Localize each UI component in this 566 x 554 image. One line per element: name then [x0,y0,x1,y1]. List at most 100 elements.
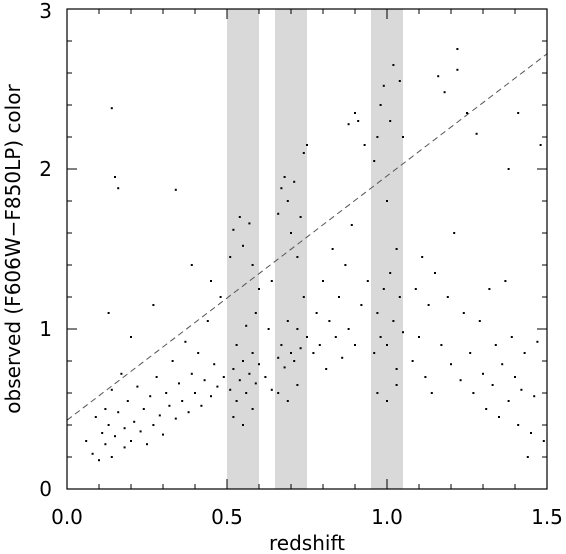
data-point [107,312,110,314]
data-point [286,200,289,202]
data-point [533,395,536,398]
data-point [181,400,184,402]
data-point [210,280,212,282]
data-point [299,216,302,218]
data-point [251,352,254,354]
data-point [286,320,289,322]
data-point [491,384,494,386]
data-point [360,304,363,306]
data-point [434,272,436,274]
y-tick-label: 0 [39,477,52,501]
data-point [216,385,219,388]
data-point [104,443,107,446]
data-point [347,328,350,330]
data-point [536,340,539,343]
data-point [504,280,507,282]
data-point [354,344,356,346]
data-point [306,144,308,146]
data-point [258,363,260,366]
data-point [347,123,350,126]
data-point [456,68,459,71]
data-point [110,388,113,391]
y-tick-label: 1 [39,317,52,341]
data-point [165,392,168,394]
data-point [293,180,296,183]
data-point [526,456,529,458]
data-point [328,320,331,322]
data-point [466,112,468,114]
data-point [322,280,324,282]
data-point [488,288,491,290]
data-point [232,368,235,370]
data-point [232,416,235,418]
data-points [85,48,545,462]
data-point [382,84,385,87]
x-tick-label: 0.5 [211,505,243,529]
data-point [146,443,148,446]
data-point [373,160,376,162]
data-point [459,379,462,382]
data-point [443,91,446,94]
data-point [517,112,520,114]
plot-frame [66,8,548,490]
data-point [142,408,145,410]
data-point [277,392,280,394]
data-point [222,376,225,378]
data-point [152,424,155,426]
data-point [296,256,299,258]
data-point [440,344,443,346]
data-point [235,400,238,402]
data-point [277,356,280,359]
data-point [232,228,235,231]
data-point [485,408,488,410]
data-point [456,48,459,50]
data-point [376,136,379,138]
data-point [392,64,395,66]
data-point [229,388,232,391]
data-point [418,336,420,338]
data-point [126,400,129,402]
data-point [517,424,520,426]
x-axis-title: redshift [269,531,345,554]
y-axis-title: observed (F606W−F850LP) color [1,84,25,414]
data-point [501,363,504,366]
data-point [254,382,257,385]
data-point [184,340,187,343]
data-point [123,446,126,449]
data-point [478,320,481,322]
data-point [350,224,353,226]
x-tick-label: 1.5 [531,505,563,529]
data-point [251,264,254,266]
data-point [238,216,241,218]
data-point [469,352,472,354]
data-point [104,408,107,410]
data-point [379,104,382,106]
data-point [94,416,97,418]
data-point [421,256,424,258]
data-point [254,312,257,314]
data-point [264,376,267,378]
y-tick-label: 2 [39,157,52,181]
data-point [542,440,545,442]
data-point [162,433,164,436]
data-point [130,440,132,442]
data-point [318,344,321,346]
data-point [366,280,369,282]
data-point [386,344,388,346]
data-point [158,414,161,417]
data-point [379,336,382,338]
data-point [258,288,260,290]
data-point [117,187,120,190]
data-point [267,328,270,330]
data-point [248,222,251,225]
data-point [190,264,193,266]
data-point [219,296,222,298]
data-point [344,264,347,266]
data-point [149,395,152,398]
data-point [302,296,305,298]
data-point [245,324,248,327]
data-point [213,363,216,366]
data-point [382,288,385,290]
data-point [299,347,302,350]
data-point [411,360,414,362]
